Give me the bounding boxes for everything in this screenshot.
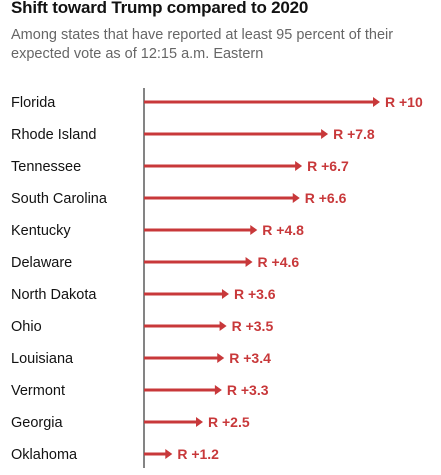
- bar: [144, 420, 198, 424]
- category-label: Louisiana: [11, 351, 74, 367]
- category-label: South Carolina: [11, 191, 108, 207]
- category-label: Kentucky: [11, 223, 71, 239]
- bar-arrowhead: [373, 97, 380, 107]
- bar-arrowhead: [219, 321, 227, 331]
- bar: [144, 324, 222, 328]
- data-label: R +3.6: [234, 286, 276, 302]
- category-label: Delaware: [11, 255, 72, 271]
- data-label: R +3.3: [227, 382, 269, 398]
- data-label: R +6.6: [305, 190, 347, 206]
- bar: [144, 388, 217, 392]
- bar-arrowhead: [250, 225, 258, 235]
- data-label: R +7.8: [333, 126, 375, 142]
- category-label: Vermont: [11, 383, 65, 399]
- bar-arrowhead: [221, 289, 229, 299]
- bar: [144, 356, 220, 360]
- chart-subtitle: Among states that have reported at least…: [11, 27, 394, 62]
- category-label: Rhode Island: [11, 127, 96, 143]
- bar-arrowhead: [217, 353, 225, 363]
- bar-arrowhead: [165, 449, 173, 459]
- bar-arrowhead: [295, 161, 303, 171]
- category-label: Ohio: [11, 319, 42, 335]
- data-label: R +4.8: [262, 222, 304, 238]
- bar-arrowhead: [321, 129, 329, 139]
- category-label: North Dakota: [11, 287, 97, 303]
- data-label: R +3.5: [232, 318, 274, 334]
- category-label: Tennessee: [11, 159, 81, 175]
- bar-arrowhead: [214, 385, 222, 395]
- bar: [144, 228, 253, 232]
- data-label: R +4.6: [258, 254, 300, 270]
- category-label: Florida: [11, 95, 56, 111]
- chart-title: Shift toward Trump compared to 2020: [11, 0, 309, 17]
- bar-arrowhead: [292, 193, 300, 203]
- bar: [144, 164, 298, 168]
- bar: [144, 452, 168, 456]
- bar-arrowhead: [245, 257, 253, 267]
- data-label: R +6.7: [307, 158, 349, 174]
- data-label: R +2.5: [208, 414, 250, 430]
- data-label: R +3.4: [229, 350, 271, 366]
- bar: [144, 196, 295, 200]
- bar: [144, 292, 224, 296]
- data-label: R +10: [385, 94, 423, 110]
- bar: [144, 260, 248, 264]
- bar: [144, 100, 375, 104]
- data-label: R +1.2: [177, 446, 219, 462]
- bar-arrowhead: [196, 417, 203, 427]
- category-label: Oklahoma: [11, 447, 78, 463]
- bar: [144, 132, 324, 136]
- category-label: Georgia: [11, 415, 64, 431]
